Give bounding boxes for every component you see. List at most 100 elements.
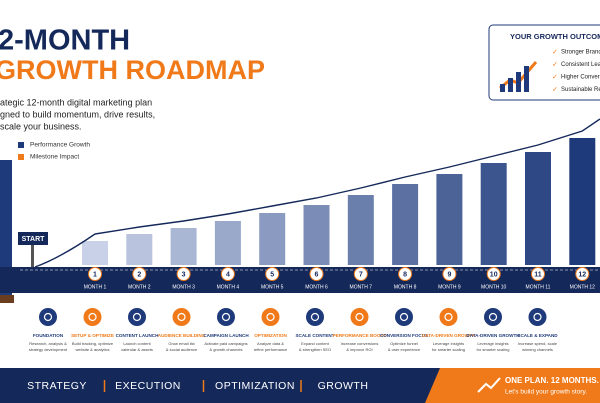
- milestone-icon-glyph: [488, 312, 498, 322]
- month-marker: [486, 267, 501, 281]
- growth-bar: [569, 138, 596, 265]
- footer-pillar: OPTIMIZATION: [215, 380, 295, 392]
- start-sign: [18, 232, 48, 245]
- milestone-icon-glyph: [533, 312, 542, 322]
- month-marker: [88, 267, 102, 281]
- milestone-icon: [172, 308, 191, 326]
- outcomes-icon: [500, 84, 505, 92]
- milestone-desc: & improve ROI: [346, 347, 372, 352]
- month-marker: [176, 267, 191, 281]
- milestone-icon-glyph: [444, 312, 453, 322]
- legend-label: Performance Growth: [30, 142, 90, 149]
- month-marker: [309, 267, 324, 281]
- month-marker: [442, 267, 457, 281]
- milestone-title: PERFORMANCE BOOST: [333, 333, 387, 338]
- milestone-icon-glyph: [266, 312, 275, 322]
- growth-bar: [259, 213, 286, 265]
- milestone-icon: [39, 308, 57, 326]
- milestone-desc: Analyze data &: [257, 341, 284, 346]
- outcome-check: ✓: [552, 61, 558, 68]
- milestone-icon: [395, 308, 413, 326]
- footer-panel: [425, 368, 600, 403]
- month-number: 8: [403, 271, 407, 278]
- month-number: 10: [490, 271, 498, 278]
- title-line1: 2-MONTH: [0, 25, 130, 57]
- milestone-desc: website & analytics: [75, 347, 109, 352]
- outcomes-title: YOUR GROWTH OUTCOMES: [510, 32, 600, 41]
- milestone-desc: for smarter scaling: [432, 347, 465, 352]
- month-label: MONTH 8: [394, 284, 417, 290]
- subtitle: gned to build momentum, drive results,: [0, 109, 155, 119]
- outcome-check: ✓: [552, 74, 558, 81]
- subtitle: ategic 12-month digital marketing plan: [0, 97, 152, 107]
- growth-line-start: [34, 233, 96, 268]
- footer-cta: Let's build your growth story.: [505, 389, 587, 396]
- milestone-desc: strategy development: [29, 347, 68, 352]
- milestone-desc: winning channels: [522, 347, 553, 352]
- month-label: MONTH 10: [481, 284, 507, 290]
- outcomes-icon: [516, 72, 521, 92]
- milestone-title: FOUNDATION: [33, 333, 64, 338]
- month-label: MONTH 5: [261, 284, 284, 290]
- milestone-icon-glyph: [88, 312, 97, 322]
- milestone-icon-glyph: [132, 312, 142, 322]
- month-number: 2: [137, 271, 141, 278]
- outcome-check: ✓: [552, 49, 558, 56]
- footer-pillar: STRATEGY: [27, 380, 87, 392]
- milestone-desc: for smarter scaling: [477, 347, 510, 352]
- milestone-desc: Build tracking, optimize: [72, 341, 114, 346]
- month-label: MONTH 6: [305, 284, 328, 290]
- footer-icon: [477, 377, 501, 393]
- milestone-icon-glyph: [221, 312, 231, 322]
- person: [0, 160, 12, 295]
- month-number: 11: [534, 271, 542, 278]
- growth-bar: [436, 174, 463, 265]
- milestone-icon: [350, 308, 369, 326]
- month-label: MONTH 7: [350, 284, 373, 290]
- month-number: 12: [578, 271, 586, 278]
- growth-bar: [303, 205, 330, 265]
- month-number: 6: [315, 271, 319, 278]
- milestone-icon: [128, 308, 146, 326]
- legend-swatch: [18, 142, 24, 148]
- milestone-icon-glyph: [43, 312, 53, 322]
- footer-pillar: GROWTH: [318, 380, 369, 392]
- person-shoe: [0, 295, 14, 303]
- growth-bar: [82, 241, 108, 265]
- milestone-icon: [528, 308, 547, 326]
- growth-bar: [170, 228, 197, 265]
- milestone-desc: & growth channels: [210, 347, 243, 352]
- month-label: MONTH 4: [217, 284, 240, 290]
- footer-tagline: ONE PLAN. 12 MONTHS. LASTING RESULTS.: [505, 376, 600, 385]
- milestone-desc: Activate paid campaigns: [204, 341, 247, 346]
- milestone-icon-glyph: [355, 312, 364, 322]
- title-line2: GROWTH ROADMAP: [0, 55, 265, 85]
- month-label: MONTH 12: [570, 284, 596, 290]
- month-marker: [575, 267, 590, 281]
- milestone-desc: Optimize funnel: [390, 341, 418, 346]
- growth-bar: [480, 163, 507, 265]
- milestone-title: DATA-DRIVEN GROWTH: [422, 333, 476, 338]
- milestone-title: CONTENT LAUNCH: [116, 333, 160, 338]
- milestone-desc: Leverage insights: [433, 341, 464, 346]
- milestone-icon: [217, 308, 235, 326]
- outcomes-icon: [524, 66, 529, 92]
- footer-pillar: EXECUTION: [115, 380, 181, 392]
- milestone-title: AUDIENCE BUILDING: [158, 333, 206, 338]
- milestone-desc: & user experience: [388, 347, 421, 352]
- milestone-desc: refine performance: [254, 347, 288, 352]
- month-marker: [220, 267, 235, 281]
- milestone-title: CAMPAIGN LAUNCH: [203, 333, 249, 338]
- milestone-desc: & social audience: [166, 347, 198, 352]
- milestone-title: SCALE CONTENT: [295, 333, 334, 338]
- month-number: 4: [226, 271, 230, 278]
- month-label: MONTH 9: [438, 284, 461, 290]
- month-marker: [353, 267, 368, 281]
- month-marker: [398, 267, 413, 281]
- month-number: 9: [447, 271, 451, 278]
- milestone-desc: & strengthen SEO: [299, 347, 331, 352]
- outcome-item: Consistent Lead Flow: [561, 62, 600, 68]
- milestone-icon: [439, 308, 458, 326]
- milestone-desc: Grow email list: [168, 341, 195, 346]
